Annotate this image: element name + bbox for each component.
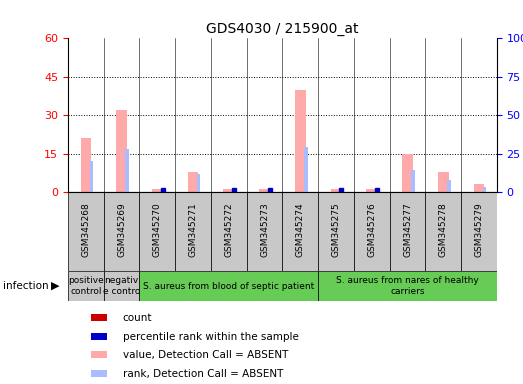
Bar — [268, 190, 272, 192]
Text: GSM345271: GSM345271 — [189, 202, 198, 257]
Title: GDS4030 / 215900_at: GDS4030 / 215900_at — [206, 22, 359, 36]
Text: count: count — [122, 313, 152, 323]
Bar — [402, 154, 413, 192]
Text: infection: infection — [3, 281, 48, 291]
Text: value, Detection Call = ABSENT: value, Detection Call = ABSENT — [122, 350, 288, 360]
Bar — [161, 190, 165, 192]
Text: GSM345279: GSM345279 — [474, 202, 483, 257]
Bar — [232, 190, 236, 192]
Bar — [282, 192, 318, 271]
Text: GSM345270: GSM345270 — [153, 202, 162, 257]
Bar — [91, 333, 107, 339]
Text: negativ
e contro: negativ e contro — [103, 276, 140, 296]
Bar — [411, 170, 415, 192]
Bar — [247, 192, 282, 271]
Bar — [68, 192, 104, 271]
Bar — [295, 89, 305, 192]
Bar — [152, 189, 163, 192]
Bar — [104, 271, 140, 301]
Text: GSM345278: GSM345278 — [439, 202, 448, 257]
Bar — [91, 351, 107, 358]
Bar — [367, 189, 377, 192]
Text: GSM345269: GSM345269 — [117, 202, 126, 257]
Bar — [259, 189, 270, 192]
Bar — [318, 271, 497, 301]
Bar — [483, 187, 486, 192]
Bar — [331, 189, 342, 192]
Text: S. aureus from nares of healthy
carriers: S. aureus from nares of healthy carriers — [336, 276, 479, 296]
Bar — [304, 147, 308, 192]
Text: ▶: ▶ — [51, 281, 59, 291]
Bar — [461, 192, 497, 271]
Bar — [354, 192, 390, 271]
Text: GSM345276: GSM345276 — [367, 202, 376, 257]
Bar — [81, 138, 91, 192]
Bar — [223, 189, 234, 192]
Bar — [438, 172, 449, 192]
Bar — [89, 161, 93, 192]
Bar — [91, 370, 107, 377]
Bar — [425, 192, 461, 271]
Text: percentile rank within the sample: percentile rank within the sample — [122, 332, 299, 342]
Text: S. aureus from blood of septic patient: S. aureus from blood of septic patient — [143, 281, 314, 291]
Text: GSM345274: GSM345274 — [296, 202, 305, 257]
Text: rank, Detection Call = ABSENT: rank, Detection Call = ABSENT — [122, 369, 283, 379]
Bar — [211, 192, 247, 271]
Text: GSM345273: GSM345273 — [260, 202, 269, 257]
Bar — [91, 314, 107, 321]
Bar — [116, 110, 127, 192]
Text: positive
control: positive control — [68, 276, 104, 296]
Bar — [125, 149, 129, 192]
Bar — [175, 192, 211, 271]
Bar — [197, 174, 200, 192]
Text: GSM345275: GSM345275 — [332, 202, 340, 257]
Bar — [390, 192, 425, 271]
Text: GSM345268: GSM345268 — [82, 202, 90, 257]
Text: GSM345272: GSM345272 — [224, 202, 233, 257]
Bar — [376, 190, 379, 192]
Bar — [339, 190, 343, 192]
Bar — [140, 192, 175, 271]
Bar — [447, 180, 450, 192]
Bar — [140, 271, 318, 301]
Bar — [474, 184, 484, 192]
Bar — [318, 192, 354, 271]
Bar — [188, 172, 198, 192]
Bar — [68, 271, 104, 301]
Text: GSM345277: GSM345277 — [403, 202, 412, 257]
Bar — [104, 192, 140, 271]
